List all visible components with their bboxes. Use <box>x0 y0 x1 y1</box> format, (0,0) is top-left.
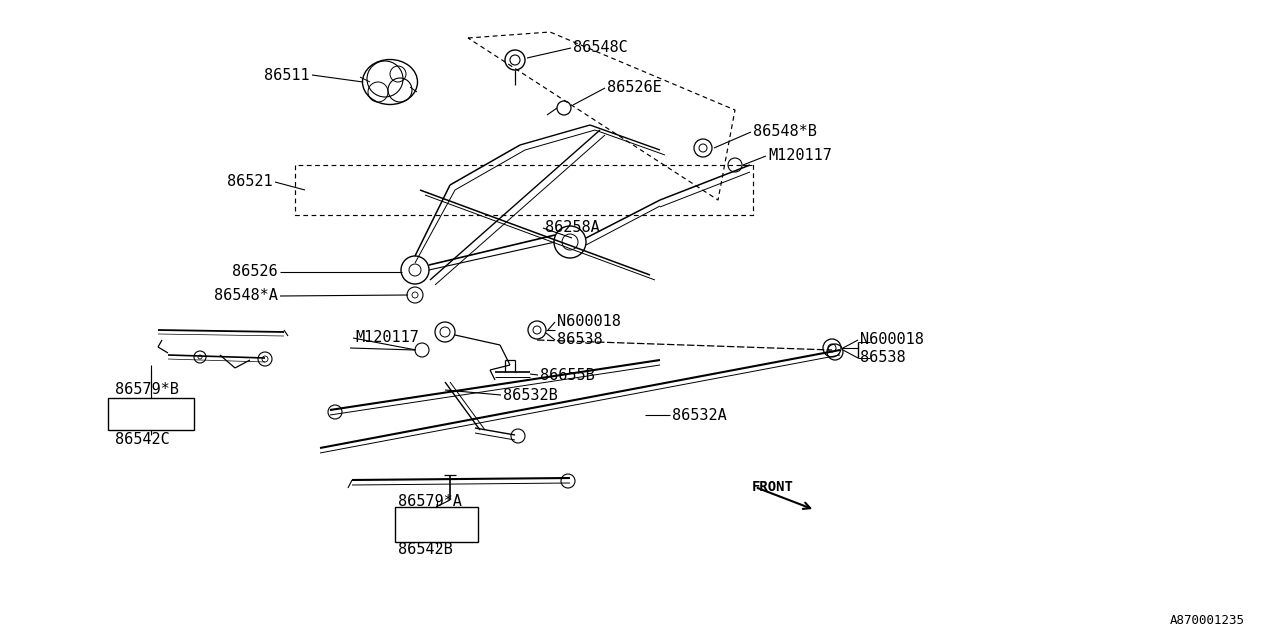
Bar <box>108 398 195 430</box>
Text: 86511: 86511 <box>265 67 310 83</box>
Text: 86542C: 86542C <box>115 433 170 447</box>
Text: M120117: M120117 <box>768 147 832 163</box>
Text: M120117: M120117 <box>355 330 419 346</box>
Text: 86655B: 86655B <box>540 367 595 383</box>
Text: 86548*B: 86548*B <box>753 125 817 140</box>
Text: 86521: 86521 <box>228 175 273 189</box>
Text: 86532B: 86532B <box>503 387 558 403</box>
Text: N600018: N600018 <box>557 314 621 330</box>
Bar <box>396 507 477 542</box>
Text: 86258A: 86258A <box>545 221 600 236</box>
Text: N600018: N600018 <box>860 333 924 348</box>
Text: 86579*B: 86579*B <box>115 383 179 397</box>
Text: 86579*A: 86579*A <box>398 495 462 509</box>
Text: 86548*A: 86548*A <box>214 289 278 303</box>
Text: 86532A: 86532A <box>672 408 727 422</box>
Text: 86542B: 86542B <box>398 543 453 557</box>
Text: FRONT: FRONT <box>753 480 794 494</box>
Text: 86526E: 86526E <box>607 81 662 95</box>
Text: 86548C: 86548C <box>573 40 627 56</box>
Text: 86538: 86538 <box>557 333 603 348</box>
Text: A870001235: A870001235 <box>1170 614 1245 627</box>
Text: 86526: 86526 <box>233 264 278 280</box>
Text: 86538: 86538 <box>860 351 906 365</box>
